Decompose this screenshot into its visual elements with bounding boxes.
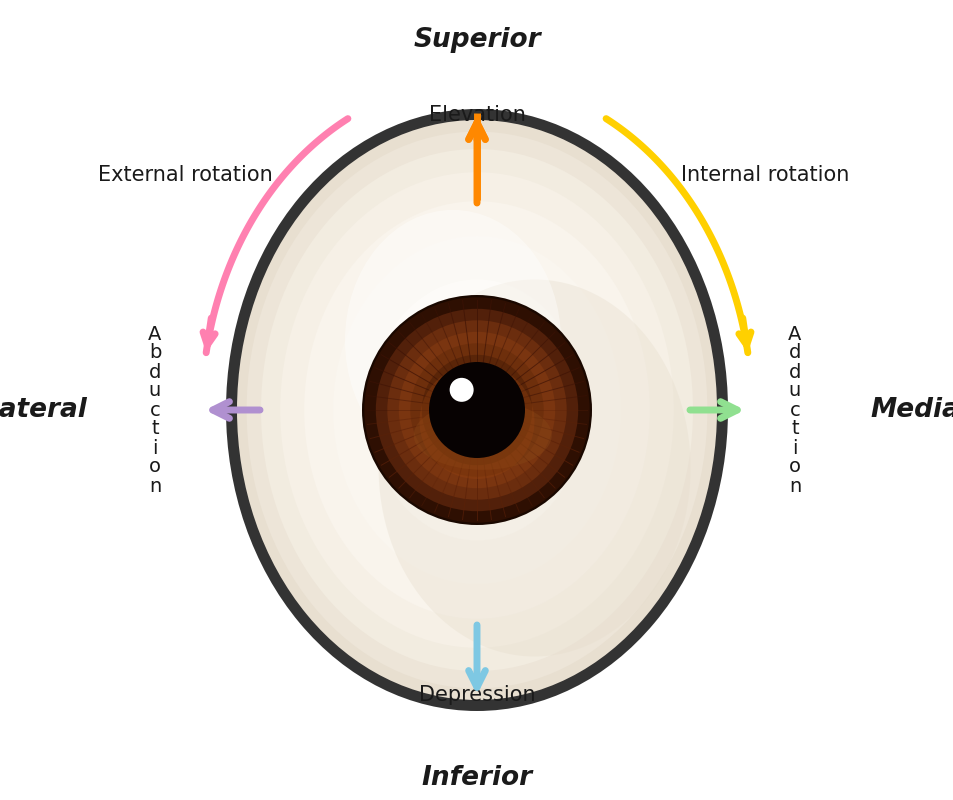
Ellipse shape (369, 279, 584, 541)
Ellipse shape (378, 279, 690, 657)
Ellipse shape (304, 202, 649, 619)
Circle shape (387, 320, 566, 500)
Text: Depression: Depression (418, 685, 535, 705)
Circle shape (419, 364, 534, 479)
Circle shape (410, 343, 543, 477)
Circle shape (429, 362, 524, 458)
Text: External rotation: External rotation (97, 165, 273, 185)
Ellipse shape (246, 131, 707, 688)
Ellipse shape (345, 210, 560, 471)
Ellipse shape (226, 109, 727, 711)
Circle shape (449, 378, 473, 402)
Circle shape (398, 332, 555, 488)
Ellipse shape (414, 401, 551, 470)
Ellipse shape (261, 149, 692, 671)
Circle shape (421, 355, 532, 465)
Ellipse shape (280, 172, 673, 648)
Circle shape (375, 309, 578, 511)
Circle shape (364, 298, 589, 522)
Circle shape (361, 295, 592, 525)
Text: Superior: Superior (413, 27, 540, 53)
Text: Internal rotation: Internal rotation (680, 165, 848, 185)
Text: Inferior: Inferior (421, 765, 532, 791)
Ellipse shape (333, 236, 620, 584)
Text: Medial: Medial (870, 397, 953, 423)
Ellipse shape (405, 323, 548, 497)
Text: A
d
d
u
c
t
i
o
n: A d d u c t i o n (787, 325, 801, 495)
Text: Lateral: Lateral (0, 397, 88, 423)
Text: A
b
d
u
c
t
i
o
n: A b d u c t i o n (148, 325, 161, 495)
Ellipse shape (236, 120, 717, 700)
Text: Elevation: Elevation (428, 105, 525, 125)
